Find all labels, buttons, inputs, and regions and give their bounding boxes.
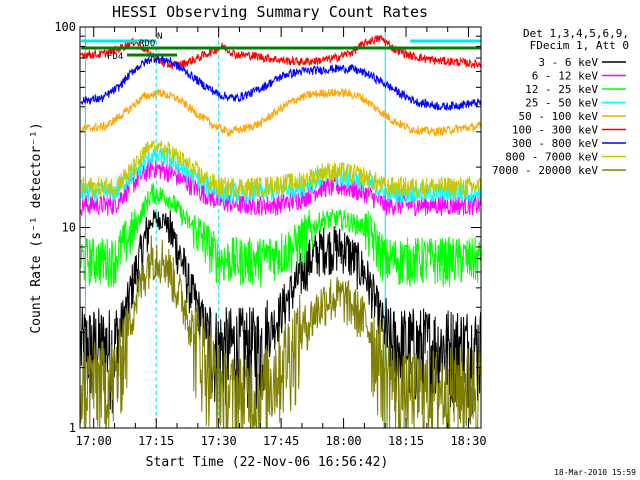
x-axis-label: Start Time (22-Nov-06 16:56:42) (146, 455, 389, 470)
series-line-5 (80, 34, 482, 69)
flag-label-0: N (157, 32, 162, 42)
legend-header-0: Det 1,3,4,5,6,9, (523, 27, 629, 40)
flag-label-2: FD4 (107, 52, 123, 62)
y-tick-label-0: 1 (69, 421, 76, 435)
series-line-0 (80, 209, 482, 415)
x-tick-label-1: 17:15 (138, 434, 174, 448)
series-line-2 (80, 182, 482, 288)
chart-title: HESSI Observing Summary Count Rates (112, 3, 428, 21)
x-tick-label-4: 18:00 (326, 434, 362, 448)
legend-label-4: 50 - 100 keV (519, 110, 599, 123)
x-tick-label-5: 18:15 (388, 434, 424, 448)
legend-label-6: 300 - 800 keV (512, 137, 598, 150)
legend-label-3: 25 - 50 keV (525, 97, 598, 110)
legend-label-7: 800 - 7000 keV (505, 151, 598, 164)
y-tick-label-1: 10 (62, 221, 76, 235)
legend-header-1: FDecim 1, Att 0 (530, 39, 629, 52)
series-line-8 (80, 235, 482, 430)
x-tick-label-3: 17:45 (263, 434, 299, 448)
y-tick-label-2: 100 (54, 20, 76, 34)
x-tick-label-0: 17:00 (76, 434, 112, 448)
legend-label-0: 3 - 6 keV (538, 56, 598, 69)
series-line-6 (80, 53, 482, 111)
series-line-4 (80, 87, 482, 138)
legend-label-8: 7000 - 20000 keV (492, 164, 598, 177)
x-tick-label-2: 17:30 (201, 434, 237, 448)
legend: Det 1,3,4,5,6,9,FDecim 1, Att 0 3 - 6 keV… (492, 27, 629, 177)
x-tick-label-6: 18:30 (450, 434, 486, 448)
y-axis-label: Count Rate (s⁻¹ detector⁻¹) (29, 122, 44, 333)
timestamp: 18-Mar-2010 15:59 (554, 468, 636, 477)
series-line-7 (80, 140, 482, 199)
legend-label-2: 12 - 25 keV (525, 83, 598, 96)
legend-label-1: 6 - 12 keV (532, 70, 599, 83)
flag-label-1: RDO (139, 39, 155, 49)
legend-label-5: 100 - 300 keV (512, 124, 598, 137)
